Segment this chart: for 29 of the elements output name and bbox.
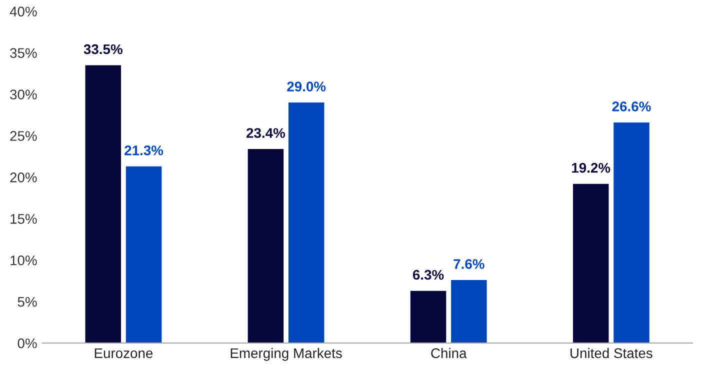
y-tick-label: 30% xyxy=(10,90,37,100)
data-label: 26.6% xyxy=(612,102,651,112)
y-tick-label: 5% xyxy=(18,296,37,307)
data-label: 6.3% xyxy=(412,270,444,280)
x-tick-label: Emerging Markets xyxy=(230,348,342,361)
bar xyxy=(85,65,122,344)
y-tick-label: 40% xyxy=(10,6,37,16)
y-tick-label: 35% xyxy=(10,48,37,58)
y-tick-label: 0% xyxy=(18,338,37,348)
y-tick-label: 10% xyxy=(10,255,37,266)
bar xyxy=(410,290,446,344)
y-tick-label: 25% xyxy=(10,131,37,141)
data-label: 7.6% xyxy=(454,259,484,269)
y-tick-label: 15% xyxy=(10,214,37,224)
bar xyxy=(248,148,284,344)
x-tick-label: China xyxy=(431,348,467,358)
bar xyxy=(288,102,324,344)
data-label: 23.4% xyxy=(246,128,286,138)
bar xyxy=(572,184,609,344)
bar xyxy=(614,122,650,344)
data-label: 19.2% xyxy=(572,162,610,173)
x-tick-label: Eurozone xyxy=(94,348,153,358)
data-label: 21.3% xyxy=(124,145,164,156)
bar xyxy=(126,166,162,344)
data-label: 29.0% xyxy=(287,82,326,92)
x-tick-label: United States xyxy=(570,348,652,358)
data-label: 33.5% xyxy=(84,44,122,54)
bar xyxy=(451,280,487,344)
y-tick-label: 20% xyxy=(10,172,37,182)
